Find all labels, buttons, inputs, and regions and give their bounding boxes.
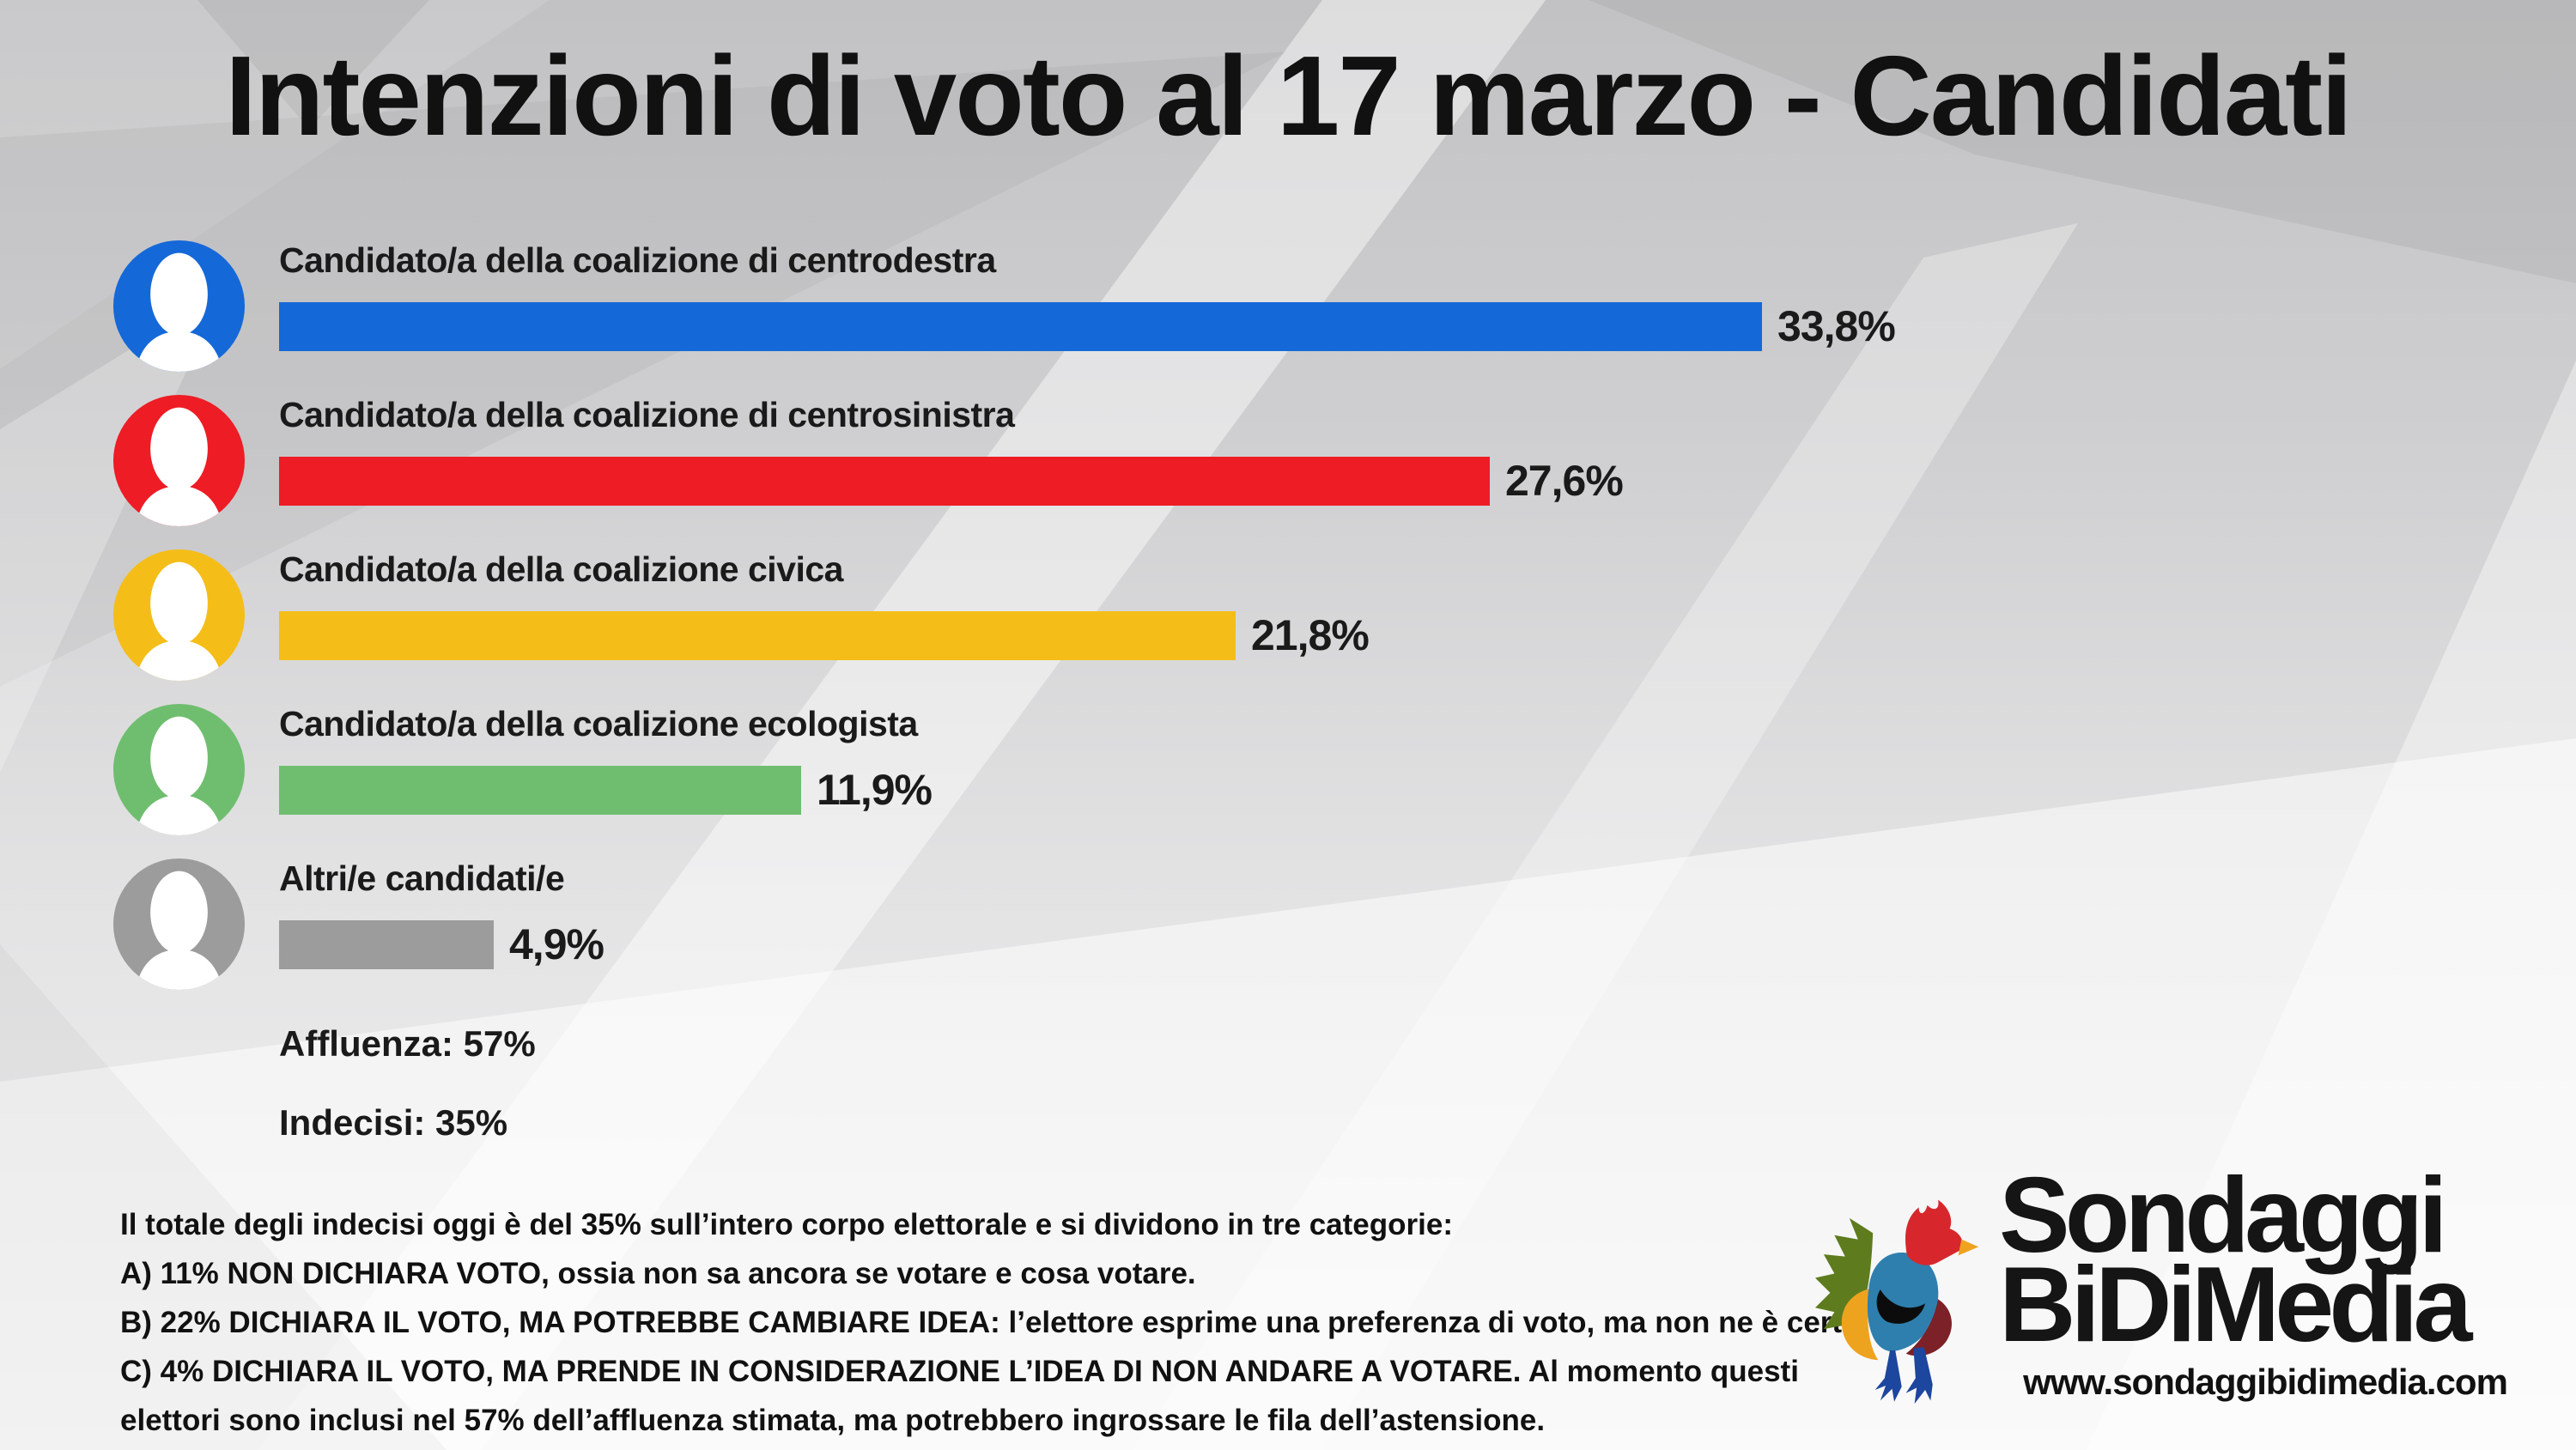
bar-label: Altri/e candidati/e bbox=[279, 858, 565, 898]
affluenza-stat: Affluenza: 57% bbox=[279, 1023, 536, 1064]
footnote-c-cont: elettori sono inclusi nel 57% dell’afflu… bbox=[120, 1404, 1546, 1437]
person-avatar-icon bbox=[112, 549, 246, 682]
footnote-intro: Il totale degli indecisi oggi è del 35% … bbox=[120, 1208, 1453, 1241]
person-avatar-icon bbox=[112, 858, 246, 991]
bar-row-civica: Candidato/a della coalizione civica 21,8… bbox=[112, 548, 2482, 702]
bar-value: 21,8% bbox=[1251, 611, 1370, 659]
footnotes: Il totale degli indecisi oggi è del 35% … bbox=[120, 1200, 1869, 1445]
bar-label: Candidato/a della coalizione ecologista bbox=[279, 704, 918, 743]
bar-value: 27,6% bbox=[1505, 457, 1624, 505]
footnote-a: A) 11% NON DICHIARA VOTO, ossia non sa a… bbox=[120, 1257, 1196, 1290]
bidimedia-logo: Sondaggi BiDiMedia www.sondaggibidimedia… bbox=[1786, 1162, 2559, 1441]
person-avatar-icon bbox=[112, 394, 246, 527]
bar-ecologista bbox=[279, 765, 801, 815]
footnote-c: C) 4% DICHIARA IL VOTO, MA PRENDE IN CON… bbox=[120, 1355, 1799, 1388]
brand-line-sondaggi: Sondaggi bbox=[1999, 1156, 2448, 1275]
bar-label: Candidato/a della coalizione di centrode… bbox=[279, 240, 996, 280]
rooster-logo-icon bbox=[1814, 1199, 1979, 1404]
bar-row-centrodestra: Candidato/a della coalizione di centrode… bbox=[112, 239, 2482, 393]
indecisi-stat: Indecisi: 35% bbox=[279, 1102, 508, 1143]
bar-centrosinistra bbox=[279, 456, 1490, 506]
brand-line-bidimedia: BiDiMedia bbox=[1999, 1246, 2472, 1364]
bar-altri bbox=[279, 919, 494, 969]
bar-row-centrosinistra: Candidato/a della coalizione di centrosi… bbox=[112, 393, 2482, 548]
bar-chart: Candidato/a della coalizione di centrode… bbox=[112, 239, 2482, 1011]
bar-value: 11,9% bbox=[817, 766, 933, 814]
bar-label: Candidato/a della coalizione di centrosi… bbox=[279, 395, 1015, 434]
person-avatar-icon bbox=[112, 703, 246, 836]
bar-row-altri: Altri/e candidati/e 4,9% bbox=[112, 857, 2482, 1011]
bar-centrodestra bbox=[279, 301, 1762, 351]
bar-label: Candidato/a della coalizione civica bbox=[279, 549, 843, 589]
page-title: Intenzioni di voto al 17 marzo - Candida… bbox=[225, 33, 2353, 159]
brand-website-link[interactable]: www.sondaggibidimedia.com bbox=[2023, 1362, 2508, 1402]
person-avatar-icon bbox=[112, 240, 246, 373]
bar-value: 4,9% bbox=[509, 920, 605, 968]
bar-value: 33,8% bbox=[1777, 302, 1896, 350]
bar-civica bbox=[279, 610, 1236, 660]
bar-row-ecologista: Candidato/a della coalizione ecologista … bbox=[112, 702, 2482, 857]
footnote-b: B) 22% DICHIARA IL VOTO, MA POTREBBE CAM… bbox=[120, 1306, 1869, 1339]
